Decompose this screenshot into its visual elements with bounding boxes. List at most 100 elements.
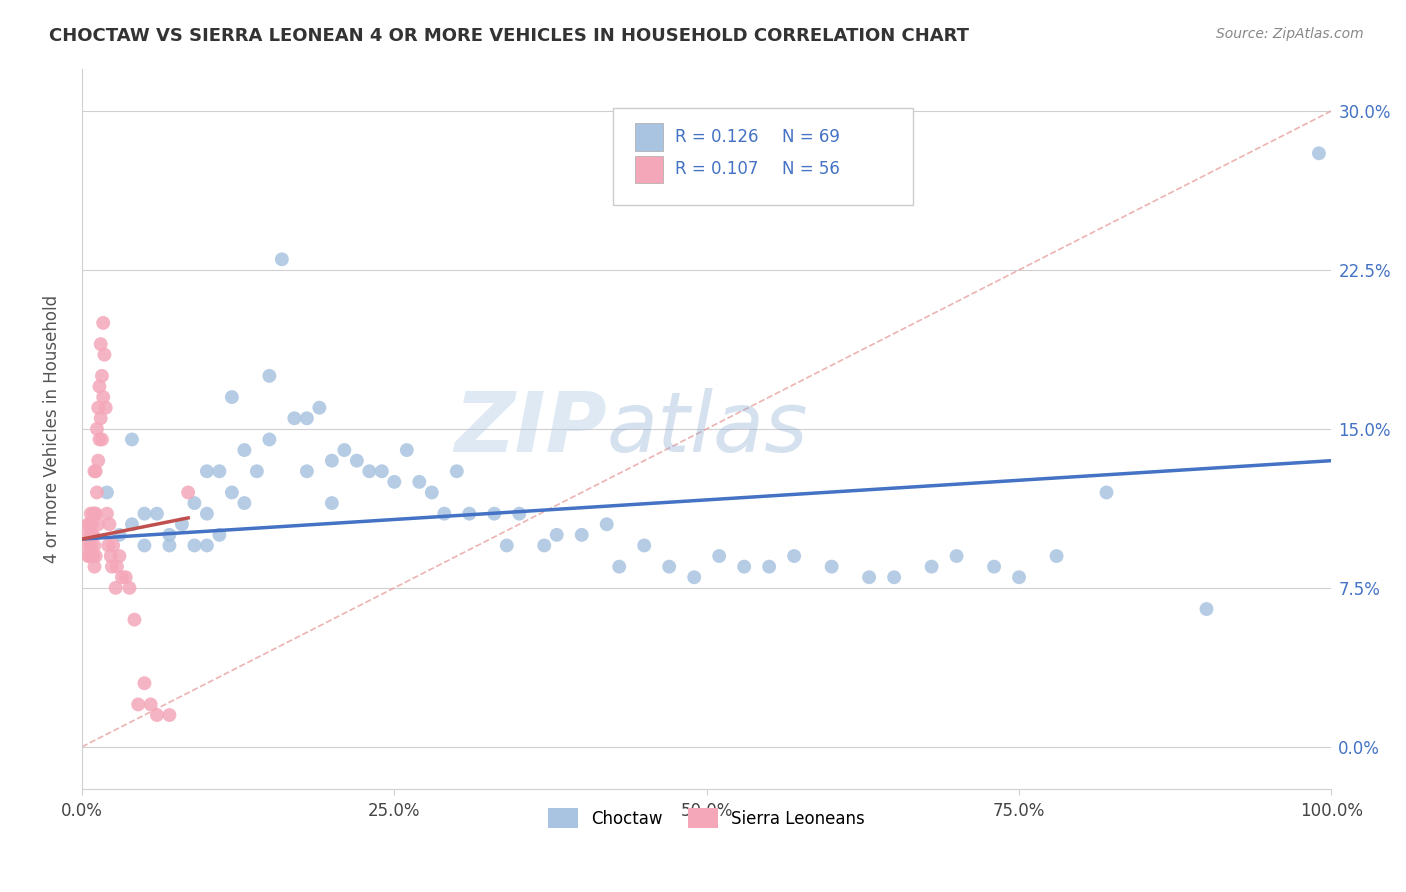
- Text: R = 0.126: R = 0.126: [675, 128, 759, 146]
- Point: [446, 464, 468, 478]
- Point: [170, 517, 193, 532]
- Text: Source: ZipAtlas.com: Source: ZipAtlas.com: [1216, 27, 1364, 41]
- Point: [321, 453, 343, 467]
- Point: [80, 538, 103, 552]
- Point: [733, 559, 755, 574]
- Point: [127, 698, 149, 712]
- Point: [233, 496, 256, 510]
- Point: [945, 549, 967, 563]
- Point: [82, 528, 104, 542]
- Point: [87, 517, 110, 532]
- Point: [183, 496, 205, 510]
- Point: [87, 401, 110, 415]
- Point: [83, 507, 105, 521]
- Point: [321, 496, 343, 510]
- Point: [195, 538, 218, 552]
- Point: [221, 390, 243, 404]
- Point: [84, 507, 107, 521]
- Point: [683, 570, 706, 584]
- Point: [97, 538, 120, 552]
- Point: [105, 559, 128, 574]
- Point: [91, 390, 114, 404]
- Point: [183, 538, 205, 552]
- Point: [114, 570, 136, 584]
- Point: [134, 676, 156, 690]
- Point: [533, 538, 555, 552]
- Point: [458, 507, 481, 521]
- Point: [157, 538, 180, 552]
- Point: [91, 433, 114, 447]
- Point: [108, 549, 131, 563]
- FancyBboxPatch shape: [636, 156, 664, 183]
- Point: [858, 570, 880, 584]
- Point: [921, 559, 943, 574]
- Point: [359, 464, 381, 478]
- Point: [883, 570, 905, 584]
- Point: [80, 528, 103, 542]
- Point: [82, 549, 104, 563]
- Point: [146, 708, 169, 723]
- Point: [658, 559, 681, 574]
- FancyBboxPatch shape: [613, 108, 912, 205]
- Point: [108, 528, 131, 542]
- Point: [89, 379, 111, 393]
- Point: [98, 517, 121, 532]
- FancyBboxPatch shape: [636, 123, 664, 151]
- Point: [1308, 146, 1330, 161]
- Text: ZIP: ZIP: [454, 388, 607, 469]
- Point: [121, 433, 143, 447]
- Point: [118, 581, 141, 595]
- Point: [75, 528, 97, 542]
- Point: [103, 538, 125, 552]
- Point: [82, 507, 104, 521]
- Point: [86, 485, 108, 500]
- Point: [195, 464, 218, 478]
- Point: [134, 507, 156, 521]
- Point: [420, 485, 443, 500]
- Point: [80, 517, 103, 532]
- Point: [121, 517, 143, 532]
- Point: [90, 337, 112, 351]
- Point: [111, 570, 134, 584]
- Point: [101, 559, 124, 574]
- Point: [86, 422, 108, 436]
- Point: [177, 485, 200, 500]
- Point: [433, 507, 456, 521]
- Point: [270, 252, 292, 267]
- Point: [1008, 570, 1031, 584]
- Y-axis label: 4 or more Vehicles in Household: 4 or more Vehicles in Household: [44, 295, 60, 563]
- Text: R = 0.107: R = 0.107: [675, 161, 759, 178]
- Point: [395, 443, 418, 458]
- Point: [333, 443, 356, 458]
- Point: [546, 528, 568, 542]
- Point: [346, 453, 368, 467]
- Point: [607, 559, 630, 574]
- Point: [76, 538, 98, 552]
- Point: [79, 517, 101, 532]
- Point: [221, 485, 243, 500]
- Point: [783, 549, 806, 563]
- Point: [124, 613, 146, 627]
- Point: [382, 475, 405, 489]
- Point: [208, 528, 231, 542]
- Point: [371, 464, 394, 478]
- Point: [80, 528, 103, 542]
- Point: [633, 538, 655, 552]
- Point: [283, 411, 305, 425]
- Point: [134, 538, 156, 552]
- Point: [104, 581, 127, 595]
- Point: [93, 348, 115, 362]
- Point: [77, 549, 100, 563]
- Point: [146, 507, 169, 521]
- Point: [246, 464, 269, 478]
- Point: [295, 464, 318, 478]
- Point: [1095, 485, 1118, 500]
- Point: [408, 475, 430, 489]
- Point: [484, 507, 506, 521]
- Point: [508, 507, 530, 521]
- Point: [758, 559, 780, 574]
- Point: [91, 368, 114, 383]
- Point: [571, 528, 593, 542]
- Point: [80, 507, 103, 521]
- Point: [596, 517, 619, 532]
